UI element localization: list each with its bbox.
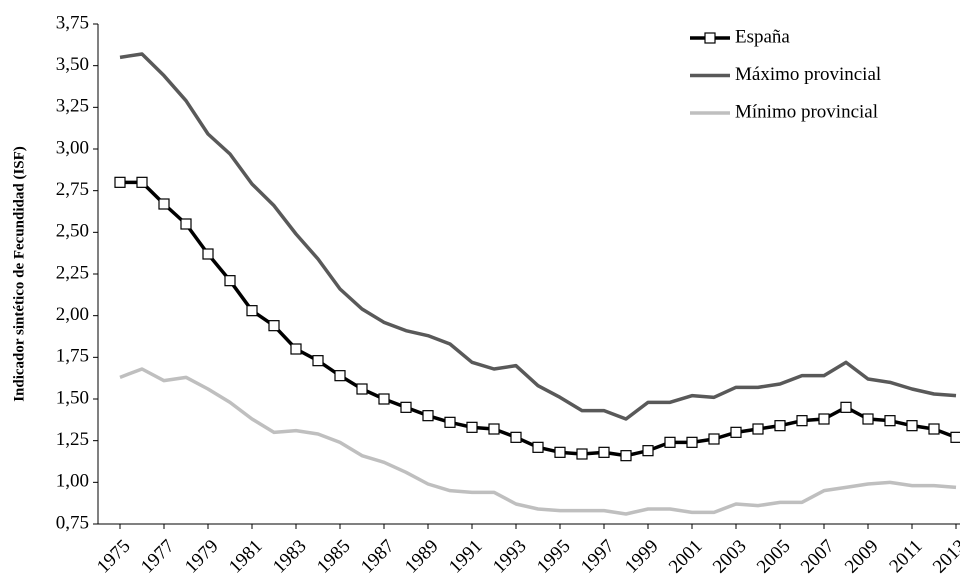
y-tick-label: 2,25 (56, 262, 89, 283)
x-tick-label: 1989 (401, 536, 443, 578)
data-point (444, 416, 456, 428)
data-point (708, 433, 720, 445)
y-axis-label: Indicador sintético de Fecundidad (ISF) (11, 146, 27, 402)
data-point (488, 423, 500, 435)
data-point (554, 446, 566, 458)
data-point (928, 423, 940, 435)
x-tick-label: 1995 (533, 536, 575, 578)
data-point (180, 218, 192, 230)
x-tick-label: 1977 (137, 536, 179, 578)
x-tick-label: 1975 (93, 536, 135, 578)
data-point (202, 248, 214, 260)
y-tick-label: 1,75 (56, 346, 89, 367)
data-point (158, 198, 170, 210)
y-tick-label: 1,25 (56, 429, 89, 450)
data-point (642, 445, 654, 457)
data-point (950, 431, 960, 443)
data-point (664, 436, 676, 448)
data-point (774, 420, 786, 432)
x-tick-label: 2001 (665, 536, 707, 578)
data-point (906, 420, 918, 432)
data-point (730, 426, 742, 438)
series-line (119, 367, 957, 516)
y-tick-label: 3,50 (56, 54, 89, 75)
x-tick-label: 1997 (577, 536, 619, 578)
data-point (136, 176, 148, 188)
data-point (862, 413, 874, 425)
y-tick-label: 0,75 (56, 512, 89, 533)
data-point (312, 355, 324, 367)
data-point (334, 370, 346, 382)
y-tick-label: 2,50 (56, 221, 89, 242)
data-point (796, 415, 808, 427)
y-tick-label: 2,00 (56, 304, 89, 325)
x-tick-label: 2011 (885, 536, 926, 577)
data-point (114, 176, 126, 188)
y-tick-label: 3,75 (56, 12, 89, 33)
x-tick-label: 1985 (313, 536, 355, 578)
data-point (884, 415, 896, 427)
data-point (290, 343, 302, 355)
legend-label: España (735, 26, 790, 47)
x-tick-label: 2005 (753, 536, 795, 578)
data-point (752, 423, 764, 435)
data-point (246, 305, 258, 317)
data-point (598, 446, 610, 458)
data-point (620, 450, 632, 462)
data-point (576, 448, 588, 460)
y-tick-label: 1,00 (56, 471, 89, 492)
data-point (422, 410, 434, 422)
data-point (686, 436, 698, 448)
data-point (818, 413, 830, 425)
data-point (356, 383, 368, 395)
data-point (268, 320, 280, 332)
x-tick-label: 1983 (269, 536, 311, 578)
y-tick-label: 1,50 (56, 387, 89, 408)
x-tick-label: 2007 (797, 536, 839, 578)
x-tick-label: 2003 (709, 536, 751, 578)
data-point (466, 421, 478, 433)
data-point (400, 401, 412, 413)
data-point (378, 393, 390, 405)
x-tick-label: 1981 (225, 536, 267, 578)
data-point (224, 275, 236, 287)
x-tick-label: 2013 (929, 536, 960, 578)
legend-label: Mínimo provincial (735, 101, 878, 122)
x-tick-label: 1987 (357, 536, 399, 578)
x-tick-label: 1979 (181, 536, 223, 578)
y-tick-label: 2,75 (56, 179, 89, 200)
y-tick-label: 3,25 (56, 96, 89, 117)
x-tick-label: 1993 (489, 536, 531, 578)
data-point (840, 401, 852, 413)
x-tick-label: 1991 (445, 536, 487, 578)
y-tick-label: 3,00 (56, 137, 89, 158)
legend-label: Máximo provincial (735, 64, 881, 85)
data-point (510, 431, 522, 443)
data-point (532, 441, 544, 453)
legend-marker (704, 32, 716, 44)
series-line (119, 52, 957, 421)
x-tick-label: 1999 (621, 536, 663, 578)
x-tick-label: 2009 (841, 536, 883, 578)
